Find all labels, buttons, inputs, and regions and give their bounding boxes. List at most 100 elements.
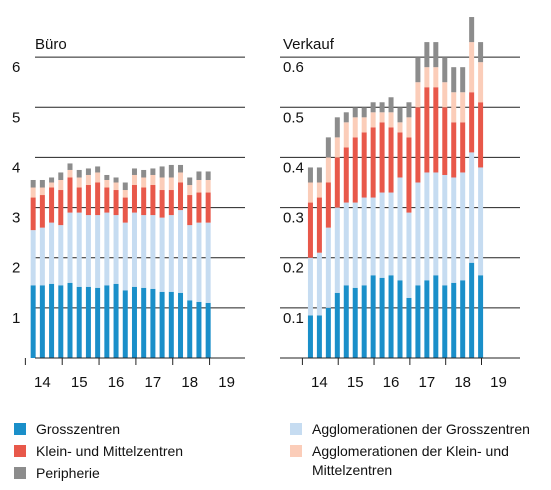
bar-segment [406, 117, 412, 138]
x-tick-label: 15 [347, 374, 364, 391]
bar-segment [205, 179, 211, 193]
bar-segment [159, 177, 165, 191]
bar-segment [442, 174, 448, 286]
bar-segment [334, 137, 340, 158]
x-tick-label: 16 [383, 374, 400, 391]
bar-segment [316, 252, 322, 316]
bar-segment [388, 275, 394, 358]
bar-segment [325, 182, 331, 228]
bar-segment [406, 137, 412, 213]
legend-swatch [14, 467, 26, 479]
bar-segment [131, 168, 137, 175]
bar-segment [316, 197, 322, 253]
bar-segment [141, 187, 147, 216]
bar-segment [406, 297, 412, 358]
bar-segment [325, 157, 331, 183]
bar-segment [196, 192, 202, 223]
bar-segment [433, 87, 439, 173]
bar-segment [388, 112, 394, 128]
legend-swatch [14, 423, 26, 435]
bar-segment [442, 82, 448, 108]
y-tick-label: 4 [12, 159, 20, 176]
legend-label: Agglomerationen der Grosszentren [312, 421, 530, 437]
legend: Grosszentren Agglomerationen der Grosszen… [0, 420, 551, 490]
bar-segment [141, 215, 147, 288]
legend-item: Grosszentren [14, 420, 274, 439]
bar-segment [370, 112, 376, 128]
bar-segment [307, 257, 313, 316]
bar-segment [67, 212, 73, 283]
bar-segment [442, 285, 448, 358]
bar-segment [49, 177, 55, 183]
bar-segment [478, 62, 484, 103]
bar-segment [361, 132, 367, 198]
bar-segment [460, 67, 466, 93]
bar-segment [334, 157, 340, 208]
panel-title: Verkauf [283, 36, 335, 53]
bar-segment [370, 275, 376, 358]
y-tick-label: 3 [12, 210, 20, 227]
y-tick-label: 0.6 [283, 59, 304, 76]
bar-segment [168, 291, 174, 358]
bar-segment [424, 87, 430, 173]
bar-segment [460, 122, 466, 173]
x-tick-label: 15 [71, 374, 88, 391]
y-tick-label: 0.1 [283, 310, 304, 327]
bar-segment [39, 285, 45, 358]
legend-label: Klein- und Mittelzentren [36, 443, 184, 459]
bar-segment [196, 301, 202, 358]
bar-segment [85, 168, 91, 175]
bar-segment [343, 202, 349, 286]
bar-segment [343, 122, 349, 148]
bar-segment [442, 107, 448, 175]
bar-segment [451, 67, 457, 93]
bar-segment [361, 285, 367, 358]
bar-segment [122, 197, 128, 223]
bar-segment [379, 112, 385, 123]
bar-segment [122, 222, 128, 291]
bar-segment [131, 185, 137, 213]
bar-segment [352, 137, 358, 203]
bar-segment [370, 102, 376, 113]
legend-item: Peripherie [14, 464, 274, 483]
bar-segment [85, 174, 91, 186]
bar-segment [187, 195, 193, 226]
bar-segment [113, 283, 119, 358]
bar-segment [76, 177, 82, 188]
bar-segment [433, 67, 439, 88]
bar-segment [131, 286, 137, 358]
bar-segment [187, 300, 193, 358]
bar-segment [478, 275, 484, 358]
legend-label: Grosszentren [36, 421, 121, 437]
legend-swatch [290, 423, 302, 435]
bar-segment [30, 230, 36, 286]
bar-segment [460, 280, 466, 358]
bar-segment [178, 182, 184, 211]
legend-label: Peripherie [36, 465, 100, 481]
bar-segment [131, 212, 137, 287]
bar-segment [325, 307, 331, 358]
bar-segment [187, 185, 193, 196]
y-tick-label: 0.2 [283, 260, 304, 277]
bar-segment [469, 262, 475, 358]
bar-segment [49, 283, 55, 358]
bar-segment [343, 112, 349, 123]
x-tick-label: 14 [311, 374, 328, 391]
bar-segment [159, 190, 165, 218]
bar-segment [104, 174, 110, 180]
bar-segment [178, 210, 184, 293]
bar-segment [415, 285, 421, 358]
bar-segment [30, 285, 36, 358]
bar-segment [307, 182, 313, 203]
bar-segment [58, 179, 64, 191]
bar-segment [39, 195, 45, 228]
bar-segment [352, 117, 358, 138]
bar-segment [131, 174, 137, 186]
bar-segment [168, 190, 174, 216]
bar-segment [370, 197, 376, 276]
x-tick-label: 17 [145, 374, 162, 391]
bar-segment [30, 187, 36, 198]
bar-segment [49, 222, 55, 284]
bar-segment [478, 167, 484, 276]
bar-segment [76, 187, 82, 213]
